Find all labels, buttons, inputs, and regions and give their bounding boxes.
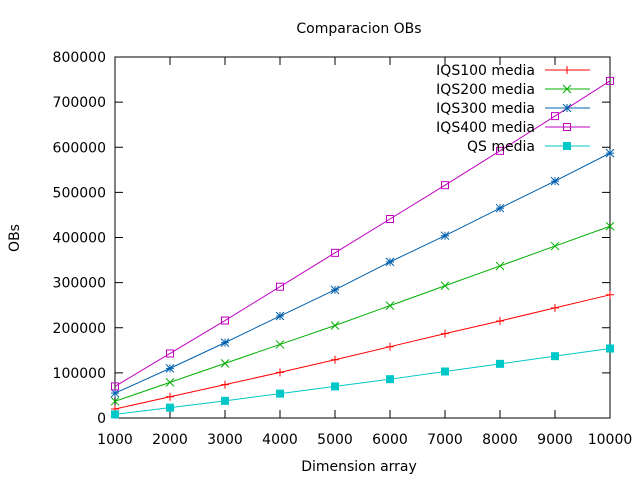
legend-label: IQS300 media — [436, 101, 535, 117]
data-point — [276, 368, 284, 377]
legend-label: IQS100 media — [436, 63, 535, 79]
data-point — [386, 214, 394, 223]
series-line-iqs400-media — [114, 80, 611, 387]
data-point — [386, 342, 394, 351]
x-axis: 1000 2000 3000 4000 5000 6000 7000 8000 9000 1000… — [97, 57, 632, 448]
x-tick-label: 5000 — [317, 432, 353, 448]
x-tick-label: 7000 — [427, 432, 463, 448]
x-tick-label: 2000 — [152, 432, 188, 448]
data-point — [551, 352, 559, 361]
y-axis: 0 100000 200000 300000 400000 500000 600000 700… — [53, 50, 610, 427]
series-qs-media — [111, 344, 614, 419]
data-point — [166, 403, 174, 412]
series-iqs200-media — [110, 221, 615, 406]
data-point — [550, 241, 560, 251]
legend-marker — [562, 84, 572, 94]
series-group — [110, 76, 615, 419]
data-point — [606, 344, 614, 353]
data-point — [165, 364, 175, 373]
data-point — [275, 311, 285, 321]
legend-label: IQS200 media — [436, 82, 535, 98]
y-tick-label: 200000 — [53, 321, 106, 337]
legend-marker — [562, 103, 572, 113]
data-point — [385, 301, 395, 310]
data-point — [276, 389, 284, 398]
data-point — [331, 355, 339, 364]
data-point — [495, 203, 505, 213]
data-point — [165, 377, 175, 387]
data-point — [386, 375, 394, 384]
data-point — [496, 316, 504, 325]
data-point — [551, 303, 559, 312]
data-point — [221, 316, 229, 325]
legend-marker — [563, 66, 571, 74]
data-point — [331, 248, 339, 257]
plot-frame — [114, 56, 611, 419]
data-point — [221, 396, 229, 405]
data-point — [605, 221, 615, 231]
legend-marker — [563, 123, 571, 131]
chart-title: Comparacion OBs — [296, 21, 421, 37]
series-iqs300-media — [110, 148, 615, 398]
data-point — [330, 285, 340, 295]
legend-label: QS media — [467, 139, 535, 155]
data-point — [220, 338, 230, 347]
x-tick-label: 9000 — [537, 432, 573, 448]
legend: IQS100 media IQS200 media IQS300 media IQS4… — [436, 63, 590, 155]
x-tick-label: 6000 — [372, 432, 408, 448]
data-point — [166, 349, 174, 358]
x-tick-label: 4000 — [262, 432, 298, 448]
data-point — [441, 181, 449, 190]
x-axis-title: Dimension array — [301, 459, 417, 475]
data-point — [440, 231, 450, 241]
data-point — [496, 359, 504, 368]
data-point — [276, 282, 284, 291]
data-point — [220, 359, 230, 368]
data-point — [385, 257, 395, 267]
series-iqs400-media — [111, 76, 614, 391]
data-point — [496, 146, 504, 155]
y-tick-label: 800000 — [53, 50, 106, 66]
data-point — [441, 329, 449, 338]
x-tick-label: 3000 — [207, 432, 243, 448]
data-point — [551, 112, 559, 121]
data-point — [110, 388, 120, 398]
data-point — [330, 321, 340, 330]
data-point — [606, 290, 614, 299]
legend-marker — [563, 142, 571, 150]
y-tick-label: 0 — [97, 411, 106, 427]
y-axis-title: OBs — [7, 224, 23, 252]
data-point — [275, 340, 285, 349]
series-line-qs-media — [114, 348, 611, 415]
data-point — [550, 176, 560, 186]
data-point — [110, 396, 120, 406]
y-tick-label: 500000 — [53, 185, 106, 201]
y-tick-label: 400000 — [53, 231, 106, 247]
data-point — [495, 261, 505, 271]
data-point — [166, 392, 174, 401]
series-line-iqs100-media — [114, 294, 611, 410]
y-tick-label: 100000 — [53, 366, 106, 382]
series-line-iqs200-media — [114, 225, 611, 402]
series-line-iqs300-media — [114, 152, 611, 394]
data-point — [605, 148, 615, 158]
data-point — [111, 382, 119, 391]
data-point — [606, 76, 614, 85]
x-tick-label: 10000 — [588, 432, 633, 448]
x-tick-label: 1000 — [97, 432, 133, 448]
legend-label: IQS400 media — [436, 120, 535, 136]
y-tick-label: 700000 — [53, 95, 106, 111]
data-point — [440, 281, 450, 291]
y-tick-label: 600000 — [53, 140, 106, 156]
data-point — [441, 367, 449, 376]
series-iqs100-media — [111, 290, 614, 413]
y-tick-label: 300000 — [53, 276, 106, 292]
data-point — [111, 410, 119, 419]
data-point — [221, 380, 229, 389]
data-point — [331, 382, 339, 391]
x-tick-label: 8000 — [482, 432, 518, 448]
